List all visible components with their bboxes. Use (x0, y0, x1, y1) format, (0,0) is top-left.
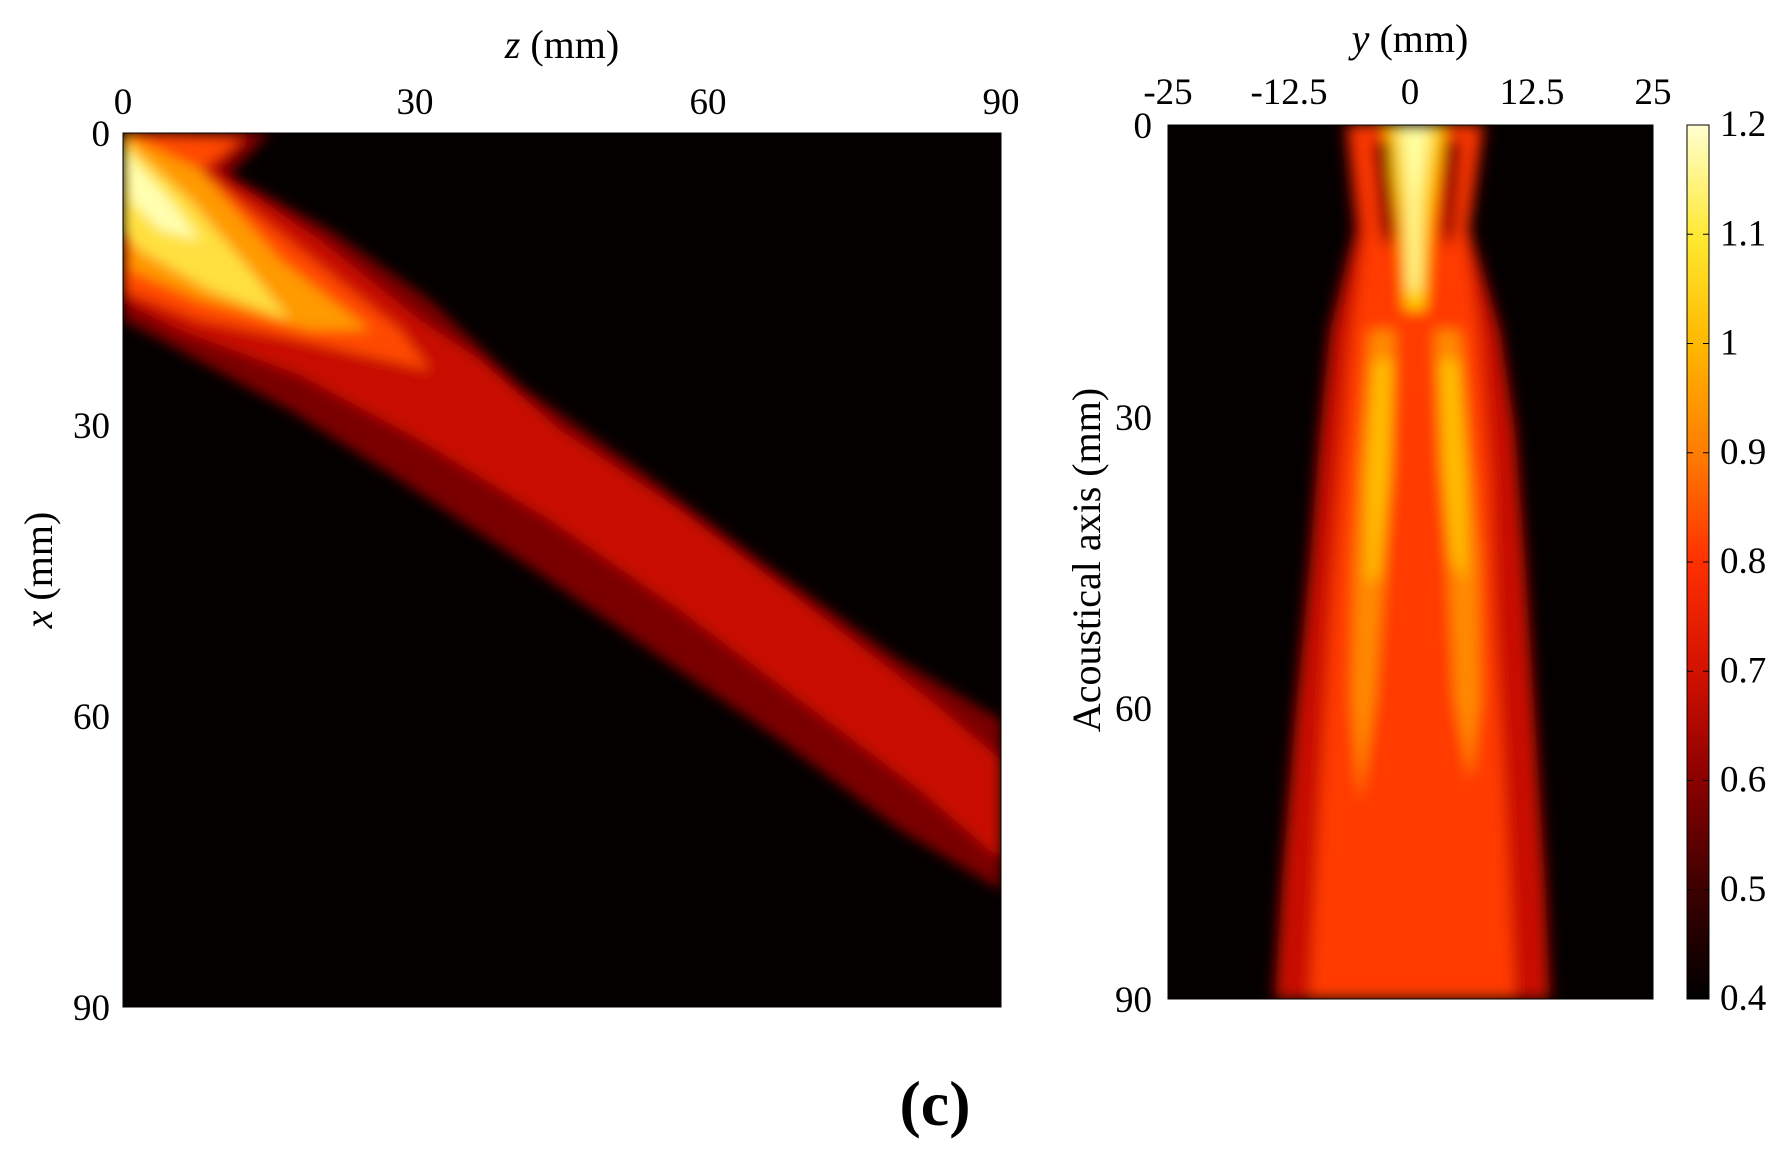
right-y-axis-label: Acoustical axis (mm) (1064, 388, 1109, 732)
colorbar-ticks: 1.2 1.1 1 0.9 0.8 0.7 0.6 0.5 0.4 (1687, 104, 1766, 1019)
right-ytick-1: 30 (1115, 398, 1152, 439)
colorbar: 1.2 1.1 1 0.9 0.8 0.7 0.6 0.5 0.4 (1686, 104, 1766, 1019)
right-xtick-4: 25 (1635, 72, 1672, 113)
right-ytick-3: 90 (1115, 980, 1152, 1021)
right-heatmap-panel: -25 -12.5 0 12.5 25 0 30 60 90 y (mm) Ac… (1064, 16, 1766, 1021)
left-xtick-1: 30 (397, 82, 434, 123)
left-ytick-2: 60 (73, 697, 110, 738)
right-ytick-2: 60 (1115, 689, 1152, 730)
left-ytick-3: 90 (73, 988, 110, 1029)
colorbar-tick-label: 0.9 (1720, 432, 1766, 473)
colorbar-tick-label: 0.5 (1720, 869, 1766, 910)
colorbar-tick-label: 0.6 (1720, 760, 1766, 801)
colorbar-tick-label: 0.4 (1720, 978, 1766, 1019)
colorbar-tick-label: 0.7 (1720, 650, 1766, 691)
colorbar-tick-label: 1.2 (1720, 104, 1766, 145)
colorbar-tick-label: 1.1 (1720, 213, 1766, 254)
left-ytick-0: 0 (92, 114, 111, 155)
left-xtick-0: 0 (114, 82, 133, 123)
left-heatmap-panel: 0 30 60 90 0 30 60 90 z (mm) x (mm) (16, 22, 1020, 1029)
right-beam (1275, 125, 1550, 999)
colorbar-tick-label: 0.8 (1720, 541, 1766, 582)
left-x-axis-label: z (mm) (504, 22, 619, 67)
right-ytick-0: 0 (1134, 106, 1153, 147)
left-plot-frame (122, 132, 1002, 1008)
figure-caption: (c) (899, 1068, 970, 1139)
left-beam (123, 133, 1001, 890)
left-y-axis-label: x (mm) (16, 512, 61, 630)
right-xtick-3: 12.5 (1500, 72, 1565, 113)
right-xtick-2: 0 (1401, 72, 1420, 113)
left-ytick-1: 30 (73, 406, 110, 447)
right-xtick-0: -25 (1143, 72, 1192, 113)
right-plot-frame (1167, 124, 1654, 1000)
colorbar-tick-label: 1 (1720, 323, 1739, 364)
right-xtick-1: -12.5 (1250, 72, 1327, 113)
right-x-axis-label: y (mm) (1348, 16, 1469, 61)
left-xtick-3: 90 (983, 82, 1020, 123)
left-xtick-2: 60 (690, 82, 727, 123)
